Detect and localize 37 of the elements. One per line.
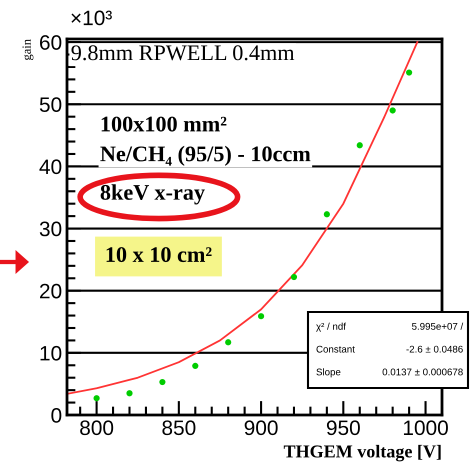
- annotation: 5.995e+07 /: [412, 322, 464, 330]
- text: ×10³: [71, 10, 112, 26]
- point: [159, 378, 166, 386]
- y-tick-label: 20: [40, 284, 62, 298]
- x-tick-label: 850: [162, 420, 196, 436]
- point: [324, 211, 330, 218]
- y-tick-label: 10: [40, 346, 62, 361]
- annotation: Constant: [316, 346, 355, 353]
- chart-title: 9.8mm RPWELL 0.4mm: [71, 45, 294, 60]
- x-tick-label: 900: [244, 420, 278, 436]
- annotation: 0.0137 ± 0.000678: [382, 368, 463, 376]
- annotation: χ² / ndf: [316, 322, 346, 332]
- point: [406, 69, 412, 76]
- y-axis-title: gain: [22, 39, 34, 60]
- annotation: -2.6 ± 0.0486: [406, 346, 463, 353]
- y-tick-label: 60: [40, 35, 62, 50]
- y-tick-label: 0: [51, 408, 62, 423]
- point: [356, 142, 363, 148]
- annotation: 8keV x-ray: [100, 184, 205, 204]
- point: [192, 362, 198, 370]
- annotation: Ne/CH₄ (95/5) - 10ccm: [100, 146, 310, 166]
- annotation: 10 x 10 cm²: [106, 247, 212, 262]
- x-tick-label: 950: [326, 420, 360, 436]
- y-tick-label: 30: [40, 222, 62, 236]
- point: [390, 107, 396, 114]
- point: [126, 390, 133, 396]
- x-tick-label: 800: [80, 420, 114, 436]
- annotation: 100x100 mm²: [102, 116, 226, 132]
- x-tick-label: 1000: [404, 420, 448, 436]
- x-axis-title: THGEM voltage [V]: [284, 444, 441, 462]
- point: [94, 395, 100, 402]
- y-tick-label: 50: [40, 97, 62, 112]
- point: [225, 339, 232, 346]
- point: [258, 313, 264, 320]
- annotation: Slope: [316, 368, 340, 378]
- point: [290, 274, 298, 280]
- y-tick-label: 40: [39, 159, 62, 174]
